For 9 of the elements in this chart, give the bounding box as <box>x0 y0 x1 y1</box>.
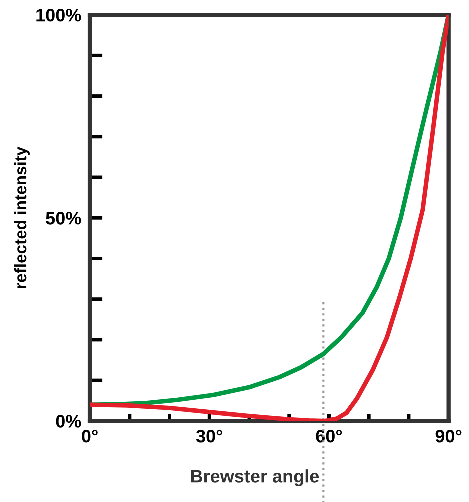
x-tick-label: 60° <box>316 430 342 443</box>
y-tick-label: 50% <box>46 212 82 225</box>
y-axis-title: reflected intensity <box>14 146 30 288</box>
y-tick-label: 100% <box>36 8 82 22</box>
y-tick-label: 0% <box>56 415 82 428</box>
x-tick-label: 90° <box>436 430 462 443</box>
x-tick-label: 30° <box>196 430 223 443</box>
ref-line-label: Brewster angle <box>191 470 320 486</box>
x-tick-label: 0° <box>82 430 98 443</box>
